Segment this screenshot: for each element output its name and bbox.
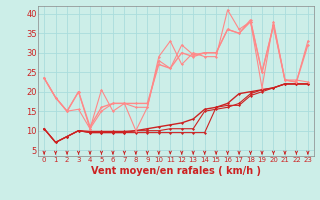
X-axis label: Vent moyen/en rafales ( km/h ): Vent moyen/en rafales ( km/h ) bbox=[91, 166, 261, 176]
